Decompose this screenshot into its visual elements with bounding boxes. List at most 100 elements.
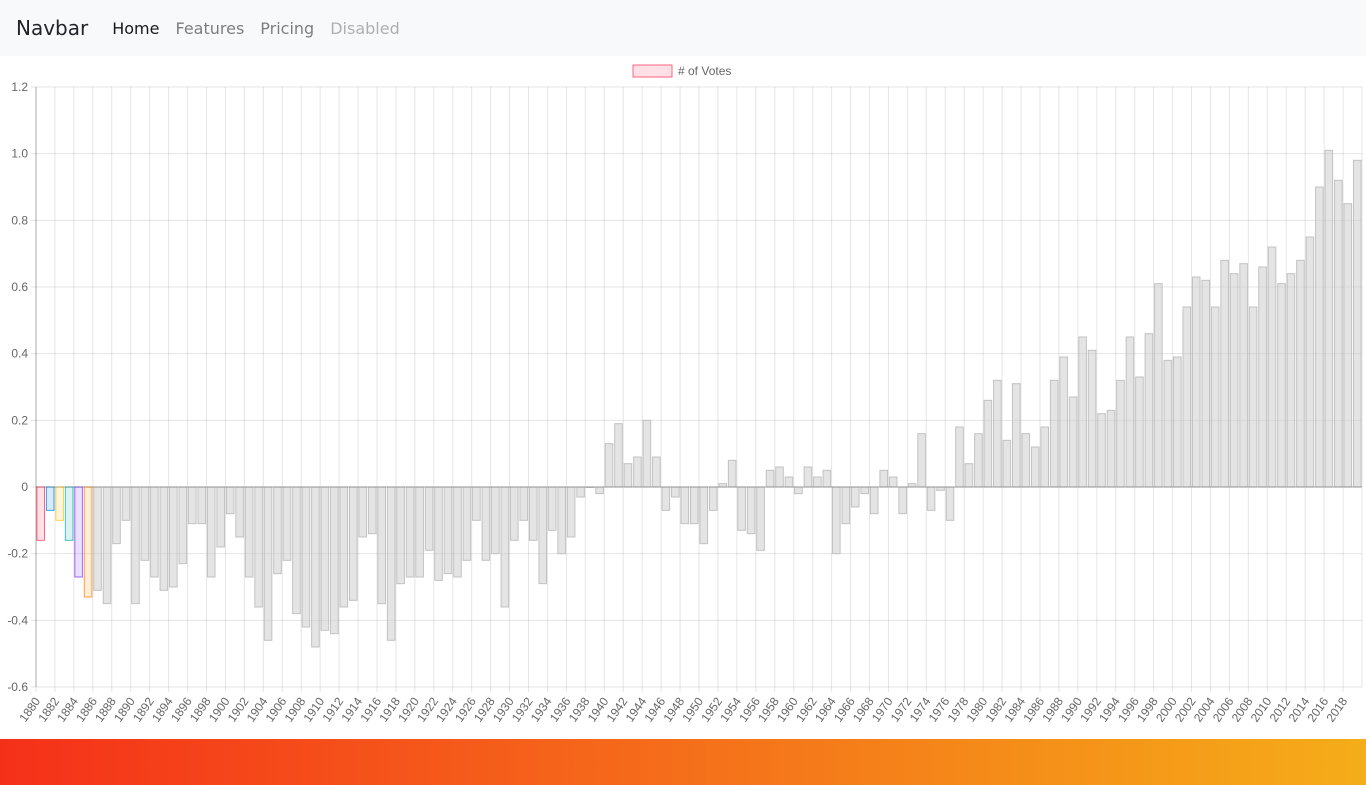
bar[interactable] xyxy=(614,423,623,488)
bar[interactable] xyxy=(1163,359,1173,488)
bar[interactable] xyxy=(472,486,481,521)
bar[interactable] xyxy=(1144,333,1154,488)
bar[interactable] xyxy=(225,486,235,515)
bar[interactable] xyxy=(339,486,349,608)
bar[interactable] xyxy=(263,486,273,641)
legend[interactable]: # of Votes xyxy=(632,64,731,78)
bar[interactable] xyxy=(633,456,642,488)
bar[interactable] xyxy=(1049,379,1059,488)
bar[interactable] xyxy=(860,486,870,495)
bar[interactable] xyxy=(680,486,690,525)
bar[interactable] xyxy=(993,379,1002,488)
bar[interactable] xyxy=(528,486,538,541)
bar[interactable] xyxy=(112,486,121,545)
bar[interactable] xyxy=(358,486,368,538)
bar[interactable] xyxy=(936,486,945,491)
bar[interactable] xyxy=(1097,413,1106,488)
bar[interactable] xyxy=(1030,446,1040,488)
bar[interactable] xyxy=(1352,159,1362,488)
bar[interactable] xyxy=(1239,263,1248,488)
bar[interactable] xyxy=(642,419,652,488)
bar[interactable] xyxy=(1125,336,1135,488)
bar[interactable] xyxy=(1059,356,1068,488)
bar[interactable] xyxy=(311,486,320,648)
bar[interactable] xyxy=(443,486,453,575)
bar[interactable] xyxy=(1182,306,1192,488)
bar[interactable] xyxy=(481,486,491,561)
bar[interactable] xyxy=(1334,179,1343,488)
bar[interactable] xyxy=(623,463,633,488)
bar[interactable] xyxy=(349,486,358,601)
bar[interactable] xyxy=(197,486,207,525)
bar[interactable] xyxy=(1173,356,1182,488)
bar[interactable] xyxy=(367,486,377,535)
bar[interactable] xyxy=(510,486,519,541)
bar[interactable] xyxy=(822,469,832,488)
bar[interactable] xyxy=(699,486,709,545)
bar[interactable] xyxy=(1210,306,1220,488)
bar[interactable] xyxy=(254,486,263,608)
bar[interactable] xyxy=(718,483,727,488)
bar[interactable] xyxy=(45,486,55,511)
bar[interactable] xyxy=(907,483,917,488)
nav-link-pricing[interactable]: Pricing xyxy=(260,18,315,38)
bar[interactable] xyxy=(462,486,472,561)
bar[interactable] xyxy=(1305,236,1315,488)
bar[interactable] xyxy=(926,486,936,511)
bar[interactable] xyxy=(1106,409,1116,488)
bar[interactable] xyxy=(850,486,860,508)
bar[interactable] xyxy=(178,486,188,565)
bar[interactable] xyxy=(74,486,83,578)
bar[interactable] xyxy=(775,466,784,488)
bar[interactable] xyxy=(547,486,557,531)
bar[interactable] xyxy=(273,486,282,575)
bar[interactable] xyxy=(320,486,330,631)
bar[interactable] xyxy=(1315,186,1324,488)
bar[interactable] xyxy=(292,486,301,615)
bar[interactable] xyxy=(1154,283,1163,488)
bar[interactable] xyxy=(491,486,500,555)
bar[interactable] xyxy=(206,486,216,578)
bar[interactable] xyxy=(566,486,576,538)
bar[interactable] xyxy=(595,486,604,495)
bar[interactable] xyxy=(557,486,566,555)
bar[interactable] xyxy=(1296,259,1305,488)
bar[interactable] xyxy=(955,426,964,488)
bar[interactable] xyxy=(1324,149,1334,488)
bar[interactable] xyxy=(453,486,462,578)
bar[interactable] xyxy=(1087,349,1097,488)
bar[interactable] xyxy=(689,486,699,525)
bar[interactable] xyxy=(187,486,197,525)
bar[interactable] xyxy=(784,476,794,488)
bar[interactable] xyxy=(1021,433,1031,488)
bar[interactable] xyxy=(519,486,529,521)
bar[interactable] xyxy=(1040,426,1049,488)
bar[interactable] xyxy=(1220,259,1229,488)
bar[interactable] xyxy=(538,486,548,585)
bar[interactable] xyxy=(93,486,102,591)
bar[interactable] xyxy=(1191,276,1201,488)
bar[interactable] xyxy=(282,486,292,561)
bar[interactable] xyxy=(55,486,64,521)
bar[interactable] xyxy=(756,486,765,551)
bar[interactable] xyxy=(1286,273,1296,488)
bar[interactable] xyxy=(150,486,159,578)
bar[interactable] xyxy=(869,486,879,515)
bar[interactable] xyxy=(131,486,140,605)
legend-swatch[interactable] xyxy=(632,64,673,78)
bar[interactable] xyxy=(1343,203,1353,488)
bar[interactable] xyxy=(794,486,803,495)
bar[interactable] xyxy=(974,433,983,488)
bar[interactable] xyxy=(746,486,756,535)
bar[interactable] xyxy=(424,486,434,551)
bar[interactable] xyxy=(415,486,424,578)
nav-link-features[interactable]: Features xyxy=(175,18,245,38)
bar[interactable] xyxy=(576,486,585,498)
bar[interactable] xyxy=(235,486,244,538)
bar[interactable] xyxy=(64,486,74,541)
bar[interactable] xyxy=(500,486,510,608)
bar[interactable] xyxy=(83,486,93,598)
bar[interactable] xyxy=(888,476,898,488)
bar[interactable] xyxy=(1267,246,1277,488)
bar[interactable] xyxy=(964,463,974,488)
